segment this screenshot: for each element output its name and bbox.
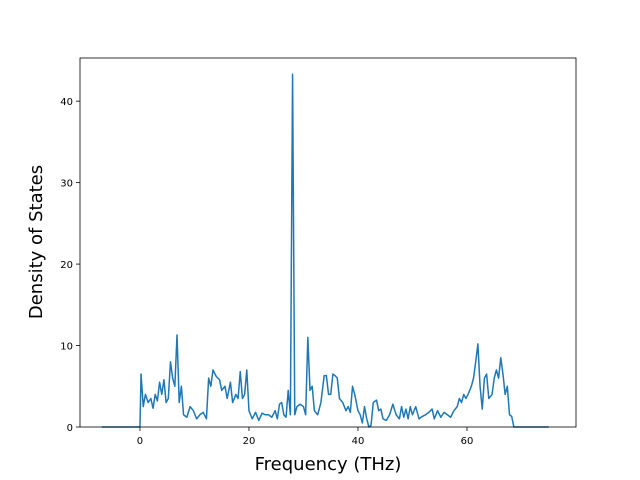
y-tick-label: 40 [60,97,73,108]
y-tick-label: 10 [60,342,73,353]
line-series [101,73,549,428]
plot-frame [79,57,577,428]
y-axis-label: Density of States [26,165,47,319]
x-tick-label: 40 [352,436,365,447]
y-tick-label: 20 [60,260,73,271]
x-tick-label: 60 [461,436,474,447]
y-tick-label: 0 [67,423,73,434]
y-tick-label: 30 [60,179,73,190]
x-tick-label: 20 [243,436,256,447]
x-tick-label: 0 [137,436,143,447]
x-axis-label: Frequency (THz) [255,454,402,475]
